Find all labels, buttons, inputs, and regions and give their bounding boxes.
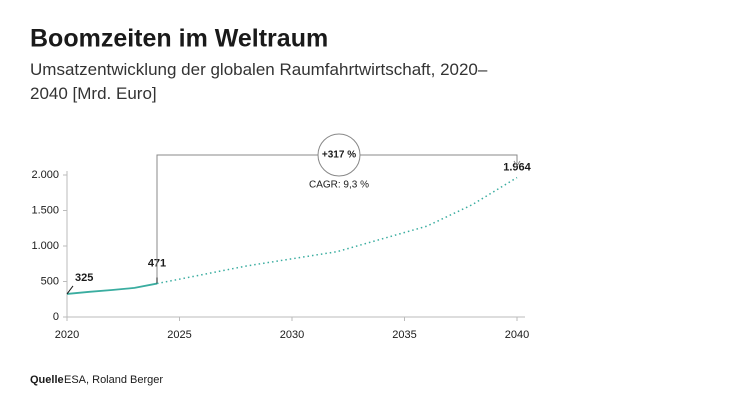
- line: [156, 176, 518, 285]
- x-tick-label: 2035: [392, 329, 416, 341]
- label-leader: [66, 285, 74, 295]
- subtitle-box: Umsatzentwicklung der globalen Raumfahrt…: [30, 60, 488, 103]
- annotation: +317 %: [322, 150, 356, 161]
- x-tick-label: 2025: [167, 329, 191, 341]
- x-tick-label: 2030: [280, 329, 304, 341]
- y-tick-label: 1.000: [31, 240, 59, 252]
- value-label: 1.964: [503, 161, 531, 173]
- x-tick-label: 2040: [505, 329, 529, 341]
- y-tick-label: 2.000: [31, 169, 59, 181]
- annotation: CAGR: 9,3 %: [309, 180, 369, 191]
- chart-title: Boomzeiten im Weltraum: [30, 25, 328, 53]
- value-label: 325: [75, 272, 93, 284]
- y-tick-label: 500: [41, 275, 59, 287]
- source: ESA, Roland Berger: [64, 374, 163, 386]
- bracket-arrow: [513, 160, 521, 167]
- source-label: Quelle: [30, 374, 64, 386]
- y-tick-label: 0: [53, 311, 59, 323]
- line: [66, 282, 158, 295]
- chart-subtitle: Umsatzentwicklung der globalen Raumfahrt…: [30, 60, 488, 103]
- x-tick-label: 2020: [55, 329, 79, 341]
- y-tick-label: 1.500: [31, 204, 59, 216]
- annotation-circle: [317, 133, 361, 177]
